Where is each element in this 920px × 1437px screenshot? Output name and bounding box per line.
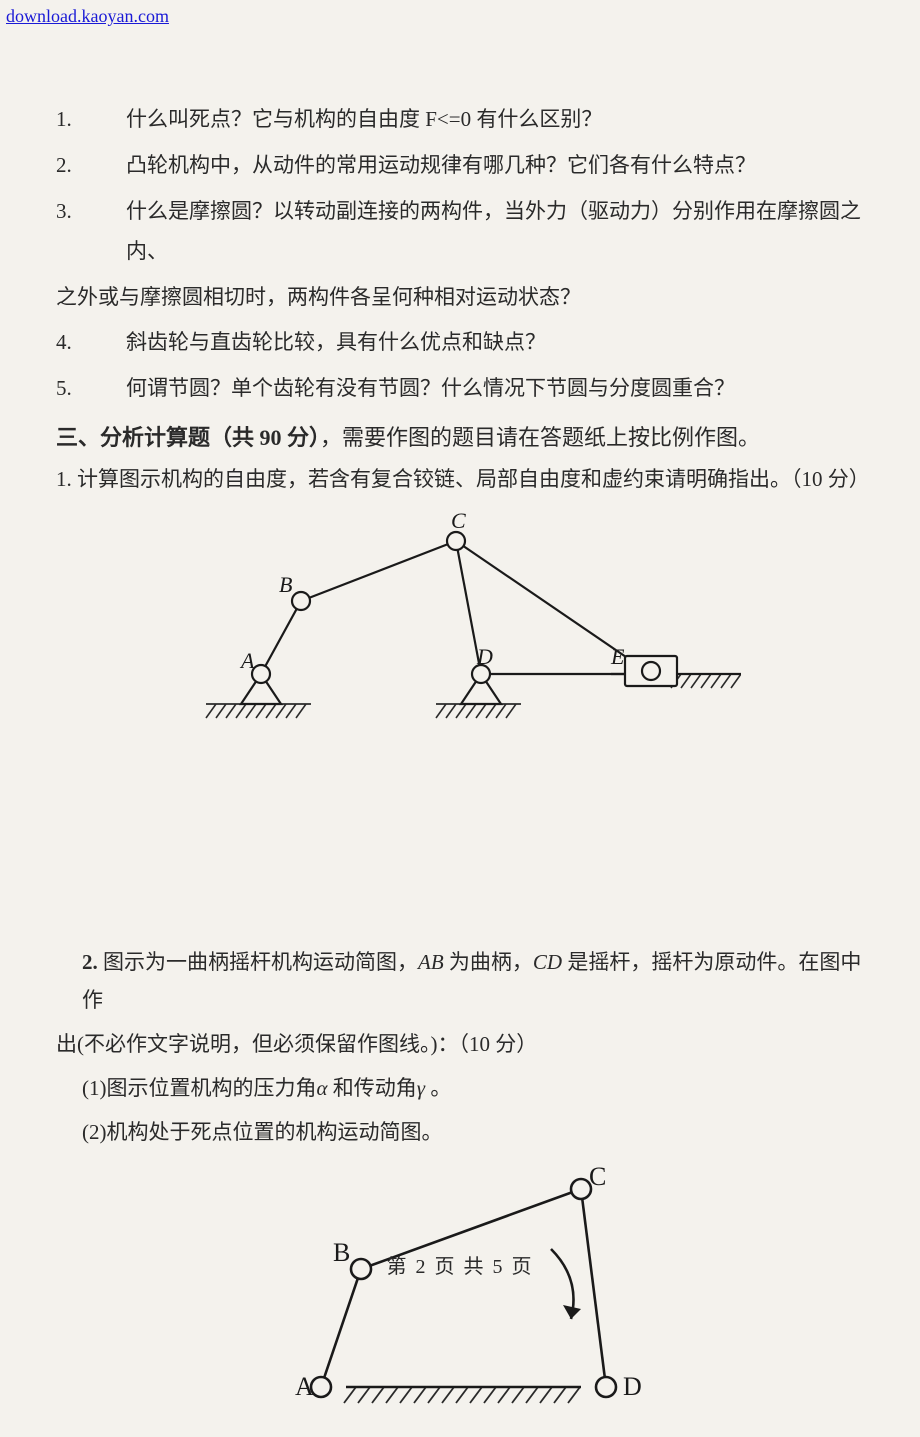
p2s1a: (1)图示位置机构的压力角 — [82, 1076, 317, 1100]
question-number: 4. — [56, 323, 126, 363]
p2-t2: 为曲柄， — [444, 950, 533, 974]
section-heading: 三、分析计算题（共 90 分），需要作图的题目请在答题纸上按比例作图。 — [56, 419, 866, 456]
problem-2-line1: 2. 图示为一曲柄摇杆机构运动简图，AB 为曲柄，CD 是摇杆，摇杆为原动件。在… — [56, 944, 866, 1020]
figure-1: A B C D E — [56, 506, 866, 726]
svg-text:B: B — [279, 572, 292, 597]
question-row: 3. 什么是摩擦圆？以转动副连接的两构件，当外力（驱动力）分别作用在摩擦圆之内、 — [56, 192, 866, 272]
problem-2-sub2: (2)机构处于死点位置的机构运动简图。 — [56, 1114, 866, 1152]
question-continuation: 之外或与摩擦圆相切时，两构件各呈何种相对运动状态？ — [56, 278, 866, 318]
svg-text:E: E — [610, 644, 625, 669]
gamma-symbol: γ — [417, 1076, 425, 1100]
question-number: 2. — [56, 146, 126, 186]
section-handwritten: ，需要作图的题目请在答题纸上按比例作图。 — [320, 425, 760, 450]
question-text: 斜齿轮与直齿轮比较，具有什么优点和缺点？ — [126, 323, 866, 363]
p2-t1: 图示为一曲柄摇杆机构运动简图， — [103, 950, 418, 974]
figure-2: A B C D — [56, 1159, 866, 1419]
problem-2-sub1: (1)图示位置机构的压力角α 和传动角γ 。 — [56, 1070, 866, 1108]
question-row: 4. 斜齿轮与直齿轮比较，具有什么优点和缺点？ — [56, 323, 866, 363]
question-text: 凸轮机构中，从动件的常用运动规律有哪几种？它们各有什么特点？ — [126, 146, 866, 186]
p2-ab: AB — [418, 950, 444, 974]
svg-text:A: A — [239, 648, 255, 673]
page-content: 1. 什么叫死点？它与机构的自由度 F<=0 有什么区别？ 2. 凸轮机构中，从… — [56, 100, 866, 1437]
question-number: 3. — [56, 192, 126, 272]
question-number: 1. — [56, 100, 126, 140]
p2-num: 2. — [82, 950, 103, 974]
watermark-link[interactable]: download.kaoyan.com — [6, 6, 169, 27]
svg-text:C: C — [451, 508, 466, 533]
p2s1c: 。 — [425, 1076, 451, 1100]
question-row: 1. 什么叫死点？它与机构的自由度 F<=0 有什么区别？ — [56, 100, 866, 140]
question-row: 2. 凸轮机构中，从动件的常用运动规律有哪几种？它们各有什么特点？ — [56, 146, 866, 186]
problem-1-text: 1. 计算图示机构的自由度，若含有复合铰链、局部自由度和虚约束请明确指出。（10… — [56, 461, 866, 499]
section-prefix: 三、分析计算题（共 90 分） — [56, 425, 320, 450]
p2s1b: 和传动角 — [328, 1076, 417, 1100]
problem-2-line2: 出(不必作文字说明，但必须保留作图线。)：（10 分） — [56, 1026, 866, 1064]
svg-text:D: D — [623, 1372, 642, 1401]
p2-cd: CD — [533, 950, 562, 974]
blank-space — [56, 744, 866, 944]
svg-text:D: D — [476, 644, 493, 669]
question-text: 何谓节圆？单个齿轮有没有节圆？什么情况下节圆与分度圆重合？ — [126, 369, 866, 409]
svg-text:A: A — [295, 1372, 314, 1401]
question-number: 5. — [56, 369, 126, 409]
svg-text:C: C — [589, 1162, 606, 1191]
question-text: 什么叫死点？它与机构的自由度 F<=0 有什么区别？ — [126, 100, 866, 140]
page-footer: 第 2 页 共 5 页 — [0, 1250, 920, 1279]
question-text: 什么是摩擦圆？以转动副连接的两构件，当外力（驱动力）分别作用在摩擦圆之内、 — [126, 192, 866, 272]
question-row: 5. 何谓节圆？单个齿轮有没有节圆？什么情况下节圆与分度圆重合？ — [56, 369, 866, 409]
alpha-symbol: α — [317, 1076, 328, 1100]
